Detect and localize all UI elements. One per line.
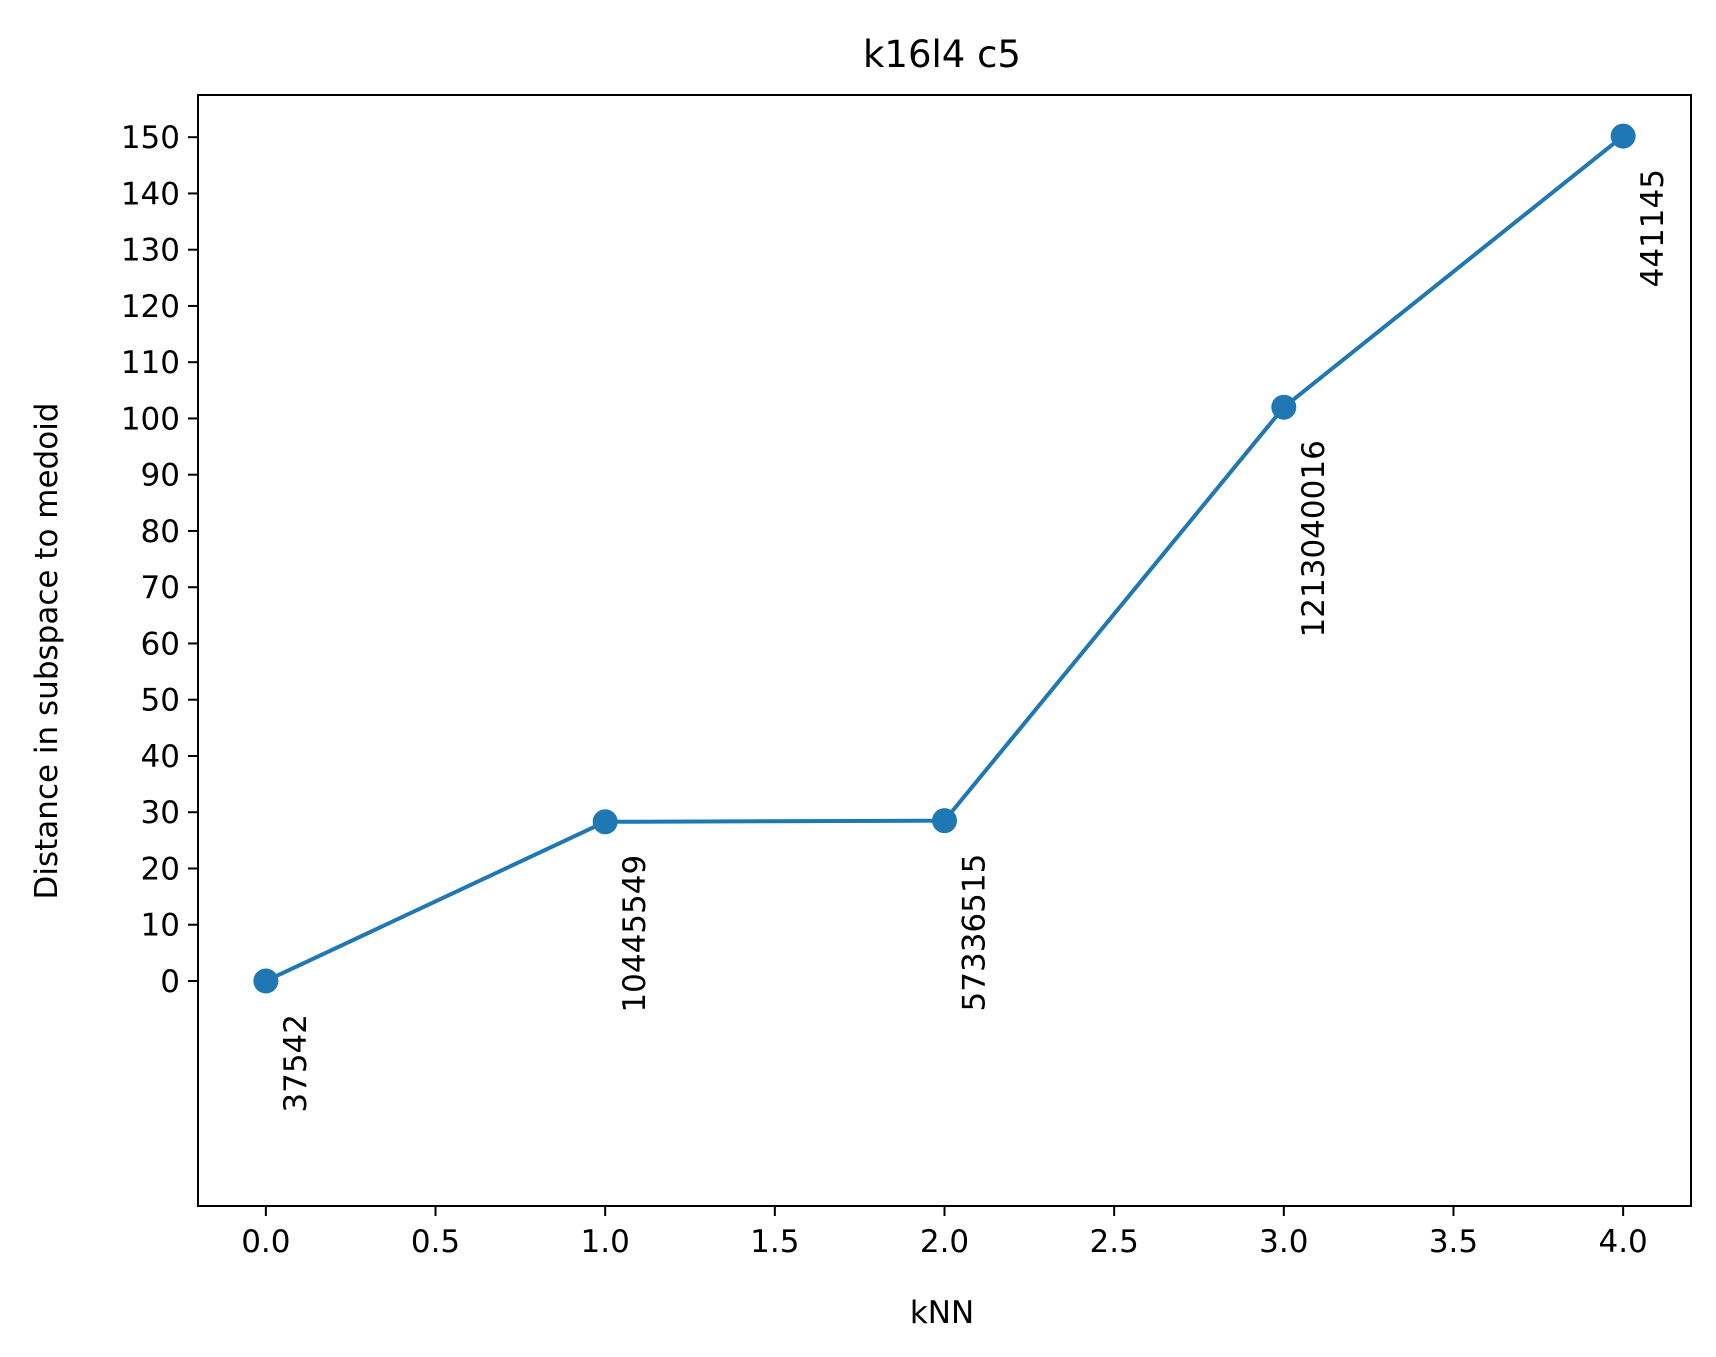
y-tick-label: 130 [121, 233, 180, 269]
point-label: 10445549 [617, 855, 653, 1013]
y-tick-label: 20 [141, 851, 180, 887]
y-tick-label: 60 [141, 626, 180, 662]
y-axis-label: Distance in subspace to medoid [29, 403, 65, 900]
y-tick-label: 30 [141, 795, 180, 831]
y-tick-label: 10 [141, 908, 180, 944]
data-point [592, 809, 618, 835]
data-point [1610, 123, 1636, 149]
y-tick-label: 100 [121, 401, 180, 437]
data-point [253, 968, 279, 994]
data-point [932, 808, 957, 834]
y-tick-label: 80 [141, 514, 180, 550]
plot-area: 0.0 0.5 1.0 1.5 2.0 2.5 3.0 3.5 4.0 0 10 20 30 40 50 60… [121, 94, 1692, 1260]
x-tick-label: 3.0 [1259, 1224, 1308, 1260]
point-label: 37542 [278, 1014, 314, 1113]
x-tick-label: 3.5 [1429, 1224, 1478, 1260]
point-label: 1213040016 [1296, 440, 1332, 637]
point-label: 441145 [1635, 169, 1671, 287]
y-tick-label: 0 [160, 964, 180, 1000]
y-tick-label: 70 [141, 570, 180, 606]
data-point [1271, 394, 1297, 420]
x-tick-label: 4.0 [1598, 1224, 1647, 1260]
x-tick-label: 2.0 [920, 1224, 969, 1260]
x-tick-label: 0.5 [411, 1224, 460, 1260]
x-tick-label: 2.5 [1090, 1224, 1139, 1260]
x-tick-label: 0.0 [241, 1224, 290, 1260]
chart-title: k16l4 c5 [863, 33, 1021, 76]
x-tick-label: 1.5 [750, 1224, 799, 1260]
y-tick-label: 120 [121, 289, 180, 325]
y-tick-label: 150 [121, 120, 180, 156]
series-line [265, 134, 1625, 983]
point-label: 57336515 [957, 854, 993, 1012]
x-axis-label: kNN [910, 1295, 974, 1331]
y-tick-label: 50 [141, 683, 180, 719]
x-tick-label: 1.0 [581, 1224, 630, 1260]
y-tick-label: 40 [141, 739, 180, 775]
y-tick-label: 110 [121, 345, 180, 381]
y-tick-label: 90 [141, 458, 180, 494]
y-tick-label: 140 [121, 176, 180, 212]
